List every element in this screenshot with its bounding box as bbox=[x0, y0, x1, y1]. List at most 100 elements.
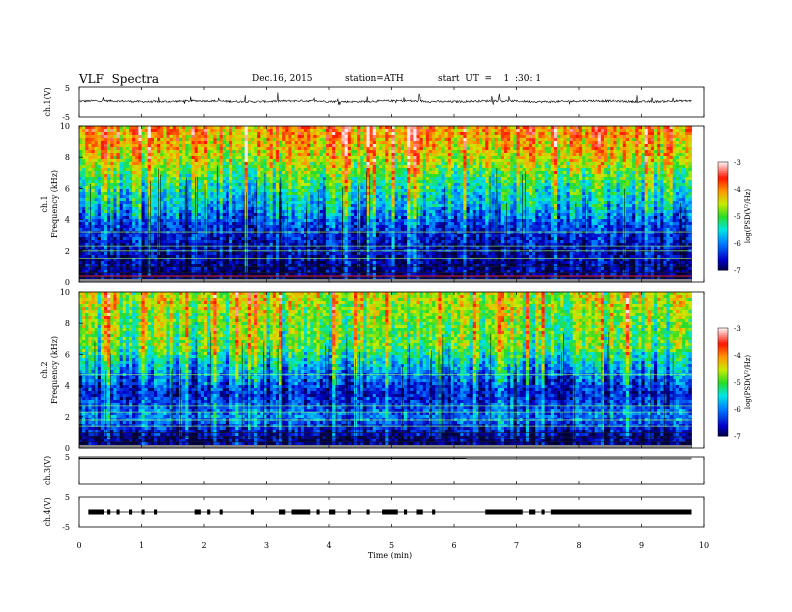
ch1-pixel bbox=[513, 147, 517, 151]
ch1-pixel bbox=[566, 198, 571, 202]
ch1-pixel bbox=[669, 171, 674, 175]
ch1-pixel bbox=[369, 147, 374, 151]
ch1-pixel bbox=[538, 162, 542, 166]
ch1-pixel bbox=[675, 135, 680, 139]
ch1-pixel bbox=[491, 144, 496, 148]
ch1-pixel bbox=[491, 156, 496, 160]
ch1-pixel bbox=[397, 180, 402, 184]
ch1-pixel bbox=[660, 156, 664, 160]
ch1-pixel bbox=[494, 186, 499, 190]
ch1-pixel bbox=[638, 129, 642, 133]
ch1-pixel bbox=[447, 147, 452, 151]
ch1-pixel bbox=[407, 141, 411, 145]
ch1-pixel bbox=[147, 171, 152, 175]
ch1-pixel bbox=[510, 126, 514, 130]
ch1-pixel bbox=[379, 150, 383, 154]
ch1-pixel bbox=[307, 129, 311, 133]
ch1-pixel bbox=[610, 168, 614, 172]
ch1-pixel bbox=[329, 153, 333, 157]
ch1-pixel bbox=[444, 177, 449, 181]
ch1-pixel bbox=[110, 147, 114, 151]
ch1-pixel bbox=[560, 129, 564, 133]
ch1-pixel bbox=[432, 141, 436, 145]
ch1-pixel bbox=[554, 162, 558, 166]
ch1-pixel bbox=[357, 183, 361, 187]
ch1-pixel bbox=[597, 141, 602, 145]
ch1-pixel bbox=[79, 180, 83, 184]
ch1-pixel bbox=[429, 132, 433, 136]
ch1-pixel bbox=[363, 177, 367, 181]
ch1-pixel bbox=[229, 189, 233, 193]
ch1-pixel bbox=[454, 189, 458, 193]
ch1-pixel bbox=[469, 180, 474, 184]
ch1-pixel bbox=[110, 162, 114, 166]
ch1-pixel bbox=[525, 159, 530, 163]
ch1-pixel bbox=[144, 132, 149, 136]
ch1-pixel bbox=[297, 171, 302, 175]
ch1-pixel bbox=[307, 183, 311, 187]
ch1-pixel bbox=[366, 138, 371, 142]
ch1-pixel bbox=[235, 168, 239, 172]
ch1-pixel bbox=[294, 192, 299, 196]
ch1-pixel bbox=[385, 138, 389, 142]
ch1-pixel bbox=[650, 177, 655, 181]
ch1-pixel bbox=[363, 186, 367, 190]
ch1-pixel bbox=[544, 141, 549, 145]
ch1-pixel bbox=[372, 138, 377, 142]
ch1-pixel bbox=[194, 165, 199, 169]
ch1-pixel bbox=[591, 189, 596, 193]
ch1-pixel bbox=[569, 162, 574, 166]
ch1-pixel bbox=[529, 165, 533, 169]
ch1-pixel bbox=[416, 198, 421, 202]
ch1-pixel bbox=[366, 192, 371, 196]
ch1-pixel bbox=[200, 132, 205, 136]
ch1-pixel bbox=[144, 186, 149, 190]
ch1-pixel bbox=[210, 147, 214, 151]
ch1-pixel bbox=[219, 192, 224, 196]
ch1-pixel bbox=[488, 126, 492, 130]
ch1-pixel bbox=[169, 144, 174, 148]
ch1-pixel bbox=[657, 186, 661, 190]
ch1-pixel bbox=[444, 144, 449, 148]
ch1-pixel bbox=[425, 147, 430, 151]
ch1-pixel bbox=[635, 138, 639, 142]
ch1-pixel bbox=[669, 192, 674, 196]
ch1-pixel bbox=[129, 189, 133, 193]
ch1-pixel bbox=[450, 168, 455, 172]
ch1-pixel bbox=[229, 126, 233, 130]
ch1-pixel bbox=[666, 189, 671, 193]
ch1-pixel bbox=[522, 183, 527, 187]
ch1-pixel bbox=[363, 147, 367, 151]
ch1-pixel bbox=[82, 165, 86, 169]
ch1-pixel bbox=[491, 171, 496, 175]
ch1-pixel bbox=[597, 168, 602, 172]
ch1-pixel bbox=[469, 165, 474, 169]
ch1-pixel bbox=[113, 138, 117, 142]
ch1-pixel bbox=[688, 141, 692, 145]
ch1-pixel bbox=[147, 159, 152, 163]
ch1-pixel bbox=[525, 150, 530, 154]
ch1-pixel bbox=[304, 186, 308, 190]
ch1-pixel bbox=[254, 126, 258, 130]
ch1-pixel bbox=[354, 162, 358, 166]
ch1-pixel bbox=[147, 129, 152, 133]
ch1-pixel bbox=[332, 171, 336, 175]
ch1-pixel bbox=[454, 156, 458, 160]
ch1-pixel bbox=[357, 180, 361, 184]
ch1-pixel bbox=[163, 195, 167, 199]
ch1-pixel bbox=[388, 138, 392, 142]
ch1-pixel bbox=[638, 180, 642, 184]
ch1-pixel bbox=[535, 129, 539, 133]
ch1-pixel bbox=[641, 186, 646, 190]
ch1-pixel bbox=[641, 147, 646, 151]
ch1-pixel bbox=[625, 129, 630, 133]
ch1-pixel bbox=[322, 129, 327, 133]
ch1-pixel bbox=[144, 195, 149, 199]
ch1-pixel bbox=[432, 150, 436, 154]
ch1-pixel bbox=[113, 141, 117, 145]
ch1-pixel bbox=[560, 174, 564, 178]
ch1-pixel bbox=[119, 186, 124, 190]
ch1-pixel bbox=[191, 162, 196, 166]
ch1-pixel bbox=[94, 174, 99, 178]
ch1-pixel bbox=[382, 195, 386, 199]
